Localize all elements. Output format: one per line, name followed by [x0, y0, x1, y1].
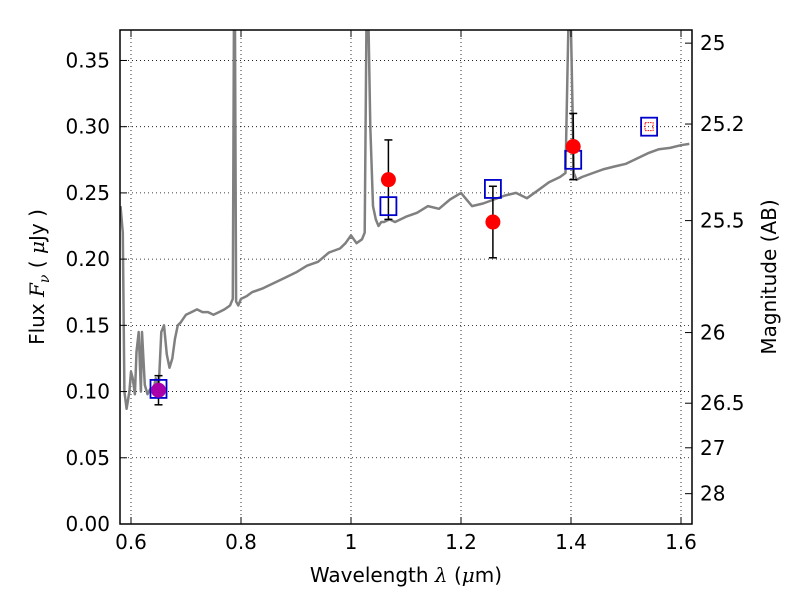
right-tick-label: 28 [700, 482, 725, 506]
x-tick-label: 1.6 [665, 530, 697, 554]
upper-limit-marker [644, 122, 654, 132]
right-tick-label: 26 [700, 321, 725, 345]
x-axis-label: Wavelength λ (μm) [310, 563, 502, 587]
x-tick-label: 1.4 [555, 530, 587, 554]
x-tick-label: 0.6 [115, 530, 147, 554]
observed-points-layer [151, 122, 654, 398]
y-tick-label: 0.15 [65, 313, 110, 337]
observed-point [565, 139, 581, 155]
x-tick-label: 0.8 [225, 530, 257, 554]
right-tick-label: 26.5 [700, 391, 745, 415]
y-tick-label: 0.00 [65, 512, 110, 536]
y-axis-label: Flux Fν ( μJy ) [25, 209, 53, 345]
right-axis-ticks: 25 25.2 25.5 26 26.5 27 28 [685, 31, 745, 506]
x-tick-label: 1.2 [445, 530, 477, 554]
observed-point [485, 214, 501, 230]
right-tick-label: 25.5 [700, 209, 745, 233]
plot-frame-bg [120, 30, 692, 524]
model-point [149, 379, 168, 399]
model-point [379, 196, 398, 217]
right-tick-label: 25 [700, 31, 725, 55]
y-tick-label: 0.20 [65, 247, 110, 271]
right-tick-label: 27 [700, 436, 725, 460]
y-tick-label: 0.05 [65, 446, 110, 470]
y-tick-label: 0.30 [65, 115, 110, 139]
y-axis-ticks: 0.00 0.05 0.10 0.15 0.20 0.25 0.30 0.35 [65, 48, 127, 536]
y-tick-label: 0.10 [65, 380, 110, 404]
model-point [640, 116, 658, 137]
x-axis-ticks: 0.6 0.8 1 1.2 1.4 1.6 [115, 30, 697, 554]
y-tick-label: 0.25 [65, 181, 110, 205]
model-point [483, 179, 502, 199]
plot-frame [119, 29, 693, 525]
right-axis-label: Magnitude (AB) [757, 199, 781, 354]
observed-point [380, 172, 396, 188]
right-tick-label: 25.2 [700, 112, 745, 136]
y-tick-label: 0.35 [65, 48, 110, 72]
x-tick-label: 1 [345, 530, 358, 554]
observed-point [151, 382, 166, 398]
